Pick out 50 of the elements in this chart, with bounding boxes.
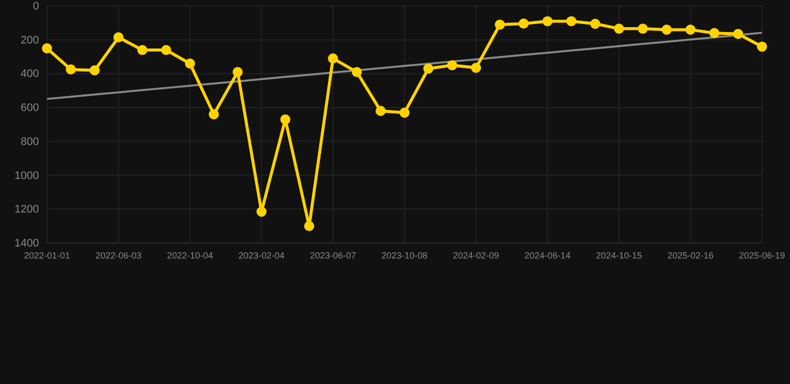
y-tick-label: 1400: [14, 238, 39, 250]
x-tick-label: 2022-06-03: [95, 250, 142, 260]
point: [376, 106, 386, 116]
point: [518, 18, 529, 29]
point: [328, 53, 338, 64]
point: [733, 28, 744, 39]
point: [90, 65, 100, 76]
x-tick-label: 2022-01-01: [24, 250, 70, 260]
x-tick-label: 2022-10-04: [166, 250, 214, 260]
point: [399, 108, 410, 118]
x-tick-label: 2023-06-07: [310, 250, 356, 260]
point: [494, 20, 505, 30]
y-tick-label: 0: [32, 0, 39, 13]
point: [137, 44, 148, 56]
point: [590, 18, 600, 29]
x-tick-label: 2023-10-08: [381, 250, 428, 260]
y-tick-label: 1000: [14, 170, 39, 182]
y-tick-label: 1200: [14, 204, 39, 216]
point: [184, 58, 196, 69]
x-tick-label: 2025-06-19: [738, 250, 786, 260]
point: [709, 28, 720, 38]
point: [66, 64, 76, 75]
point: [304, 221, 314, 232]
point: [42, 43, 52, 54]
point: [256, 206, 267, 217]
y-tick-label: 800: [20, 136, 39, 148]
y-tick-label: 400: [20, 68, 39, 80]
point: [161, 44, 172, 56]
point: [662, 24, 672, 35]
point: [614, 24, 624, 34]
point: [470, 62, 482, 73]
point: [423, 64, 434, 74]
point: [208, 109, 219, 120]
point: [280, 114, 290, 124]
y-tick-label: 600: [20, 102, 39, 114]
point: [685, 24, 696, 35]
x-tick-label: 2024-06-14: [524, 250, 571, 260]
point: [447, 60, 458, 70]
x-tick-label: 2024-02-09: [452, 250, 500, 260]
y-tick-label: 200: [20, 34, 39, 46]
point: [232, 66, 243, 78]
point: [566, 16, 576, 26]
point: [542, 16, 553, 26]
point: [638, 24, 648, 34]
point: [756, 42, 768, 52]
x-tick-label: 2024-10-15: [596, 250, 642, 260]
point: [113, 32, 124, 42]
point: [352, 66, 362, 78]
x-tick-label: 2025-02-16: [667, 250, 714, 260]
x-tick-label: 2023-02-04: [238, 250, 285, 260]
